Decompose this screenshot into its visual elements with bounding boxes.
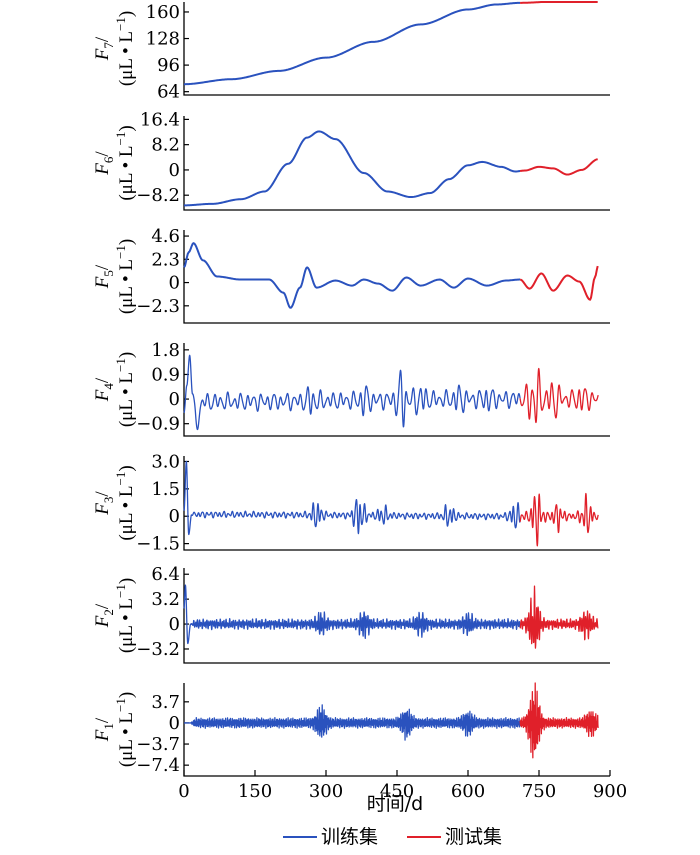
x-tick-label: 150 — [238, 781, 272, 802]
x-axis-label: 时间/d — [367, 793, 423, 815]
panel-axes — [183, 456, 610, 551]
y-tick-label: −0.9 — [136, 414, 180, 435]
panel-axes — [183, 116, 610, 211]
x-tick-label: 300 — [309, 781, 343, 802]
panel-f1: −7.4−3.703.7 F1/(μL • L−1) — [92, 682, 610, 777]
y-tick-label: 96 — [157, 55, 180, 76]
y-tick-label: 4.6 — [151, 226, 180, 247]
series-train-line — [183, 460, 521, 536]
panel-f2: −3.2 0 3.2 6.4 F2/(μL • L−1) — [92, 564, 610, 664]
y-tick-label: 128 — [146, 29, 180, 50]
y-tick-label: 0 — [169, 614, 180, 635]
y-tick-label: −3.2 — [136, 639, 180, 660]
legend-item: 训练集 — [283, 826, 378, 848]
legend-item: 测试集 — [407, 826, 502, 848]
series-test-line — [519, 158, 598, 176]
y-tick-label: 0 — [169, 506, 180, 527]
panels: 64 96 128 160 F7/(μL • L−1) −8.2 0 8.2 16.4F6/(μ… — [92, 1, 610, 777]
series-train-line — [183, 584, 521, 645]
series-train-line — [183, 1, 521, 86]
y-tick-label: −3.7 — [136, 734, 180, 755]
y-axis-label: F6/(μL • L−1) — [92, 125, 137, 200]
series-train-line — [183, 704, 521, 741]
panel-f5: −2.30 2.34.6 F5/(μL • L−1) — [92, 226, 610, 324]
panel-f4: −0.9 0 0.9 1.8 F4/(μL • L−1) — [92, 340, 610, 437]
y-axis-label: F7/(μL • L−1) — [92, 11, 137, 86]
y-axis-label: F4/(μL • L−1) — [92, 352, 137, 427]
series-test-line — [520, 1, 598, 4]
series-test-line — [519, 367, 599, 424]
x-tick-label: 600 — [451, 781, 485, 802]
y-tick-label: −2.3 — [136, 296, 180, 317]
series-test-line — [519, 682, 599, 759]
y-tick-label: 64 — [157, 82, 180, 103]
series-train-line — [183, 242, 521, 309]
series-test-line — [519, 585, 599, 649]
series-train-line — [183, 130, 521, 207]
y-tick-label: 16.4 — [140, 109, 180, 130]
y-tick-label: 0 — [169, 273, 180, 294]
y-tick-label: 3.7 — [151, 692, 180, 713]
series-test-line — [519, 265, 599, 301]
y-axis-label: F3/(μL • L−1) — [92, 465, 137, 540]
panel-axes — [183, 683, 610, 777]
y-tick-label: −7.4 — [136, 755, 180, 776]
series-train-line — [183, 354, 521, 431]
y-tick-label: 8.2 — [151, 135, 180, 156]
y-tick-label: 0 — [169, 389, 180, 410]
y-tick-label: 160 — [146, 2, 180, 23]
panel-axes — [183, 230, 610, 324]
y-tick-label: 1.8 — [151, 340, 180, 361]
panel-axes — [183, 2, 610, 96]
x-tick-label: 0 — [178, 781, 189, 802]
panel-f3: −1.5 0 1.5 3.0 F3/(μL • L−1) — [92, 451, 610, 555]
y-tick-label: 6.4 — [151, 564, 180, 585]
y-tick-label: 2.3 — [151, 249, 180, 270]
x-axis: 0 150 300 450 600 750 900 — [178, 770, 627, 802]
y-tick-label: 0.9 — [151, 364, 180, 385]
panel-f6: −8.2 0 8.2 16.4F6/(μL • L−1) — [92, 109, 610, 211]
x-tick-label: 750 — [522, 781, 556, 802]
x-tick-label: 900 — [593, 781, 627, 802]
y-tick-label: −8.2 — [136, 185, 180, 206]
legend-label: 测试集 — [445, 826, 502, 848]
panel-axes — [183, 568, 610, 664]
y-tick-label: −1.5 — [136, 534, 180, 555]
panel-axes — [183, 343, 610, 437]
legend: 训练集 测试集 — [283, 826, 502, 848]
y-tick-label: 3.0 — [151, 451, 180, 472]
y-axis-label: F2/(μL • L−1) — [92, 578, 137, 653]
panel-f7: 64 96 128 160 F7/(μL • L−1) — [92, 1, 610, 103]
y-tick-label: 1.5 — [151, 479, 180, 500]
y-tick-label: 3.2 — [151, 589, 180, 610]
x-tick-label: 450 — [380, 781, 414, 802]
legend-label: 训练集 — [321, 826, 378, 848]
y-axis-label: F1/(μL • L−1) — [92, 692, 137, 767]
y-tick-label: 0 — [169, 713, 180, 734]
y-axis-label: F5/(μL • L−1) — [92, 239, 137, 314]
series-test-line — [519, 492, 599, 547]
y-tick-label: 0 — [169, 160, 180, 181]
